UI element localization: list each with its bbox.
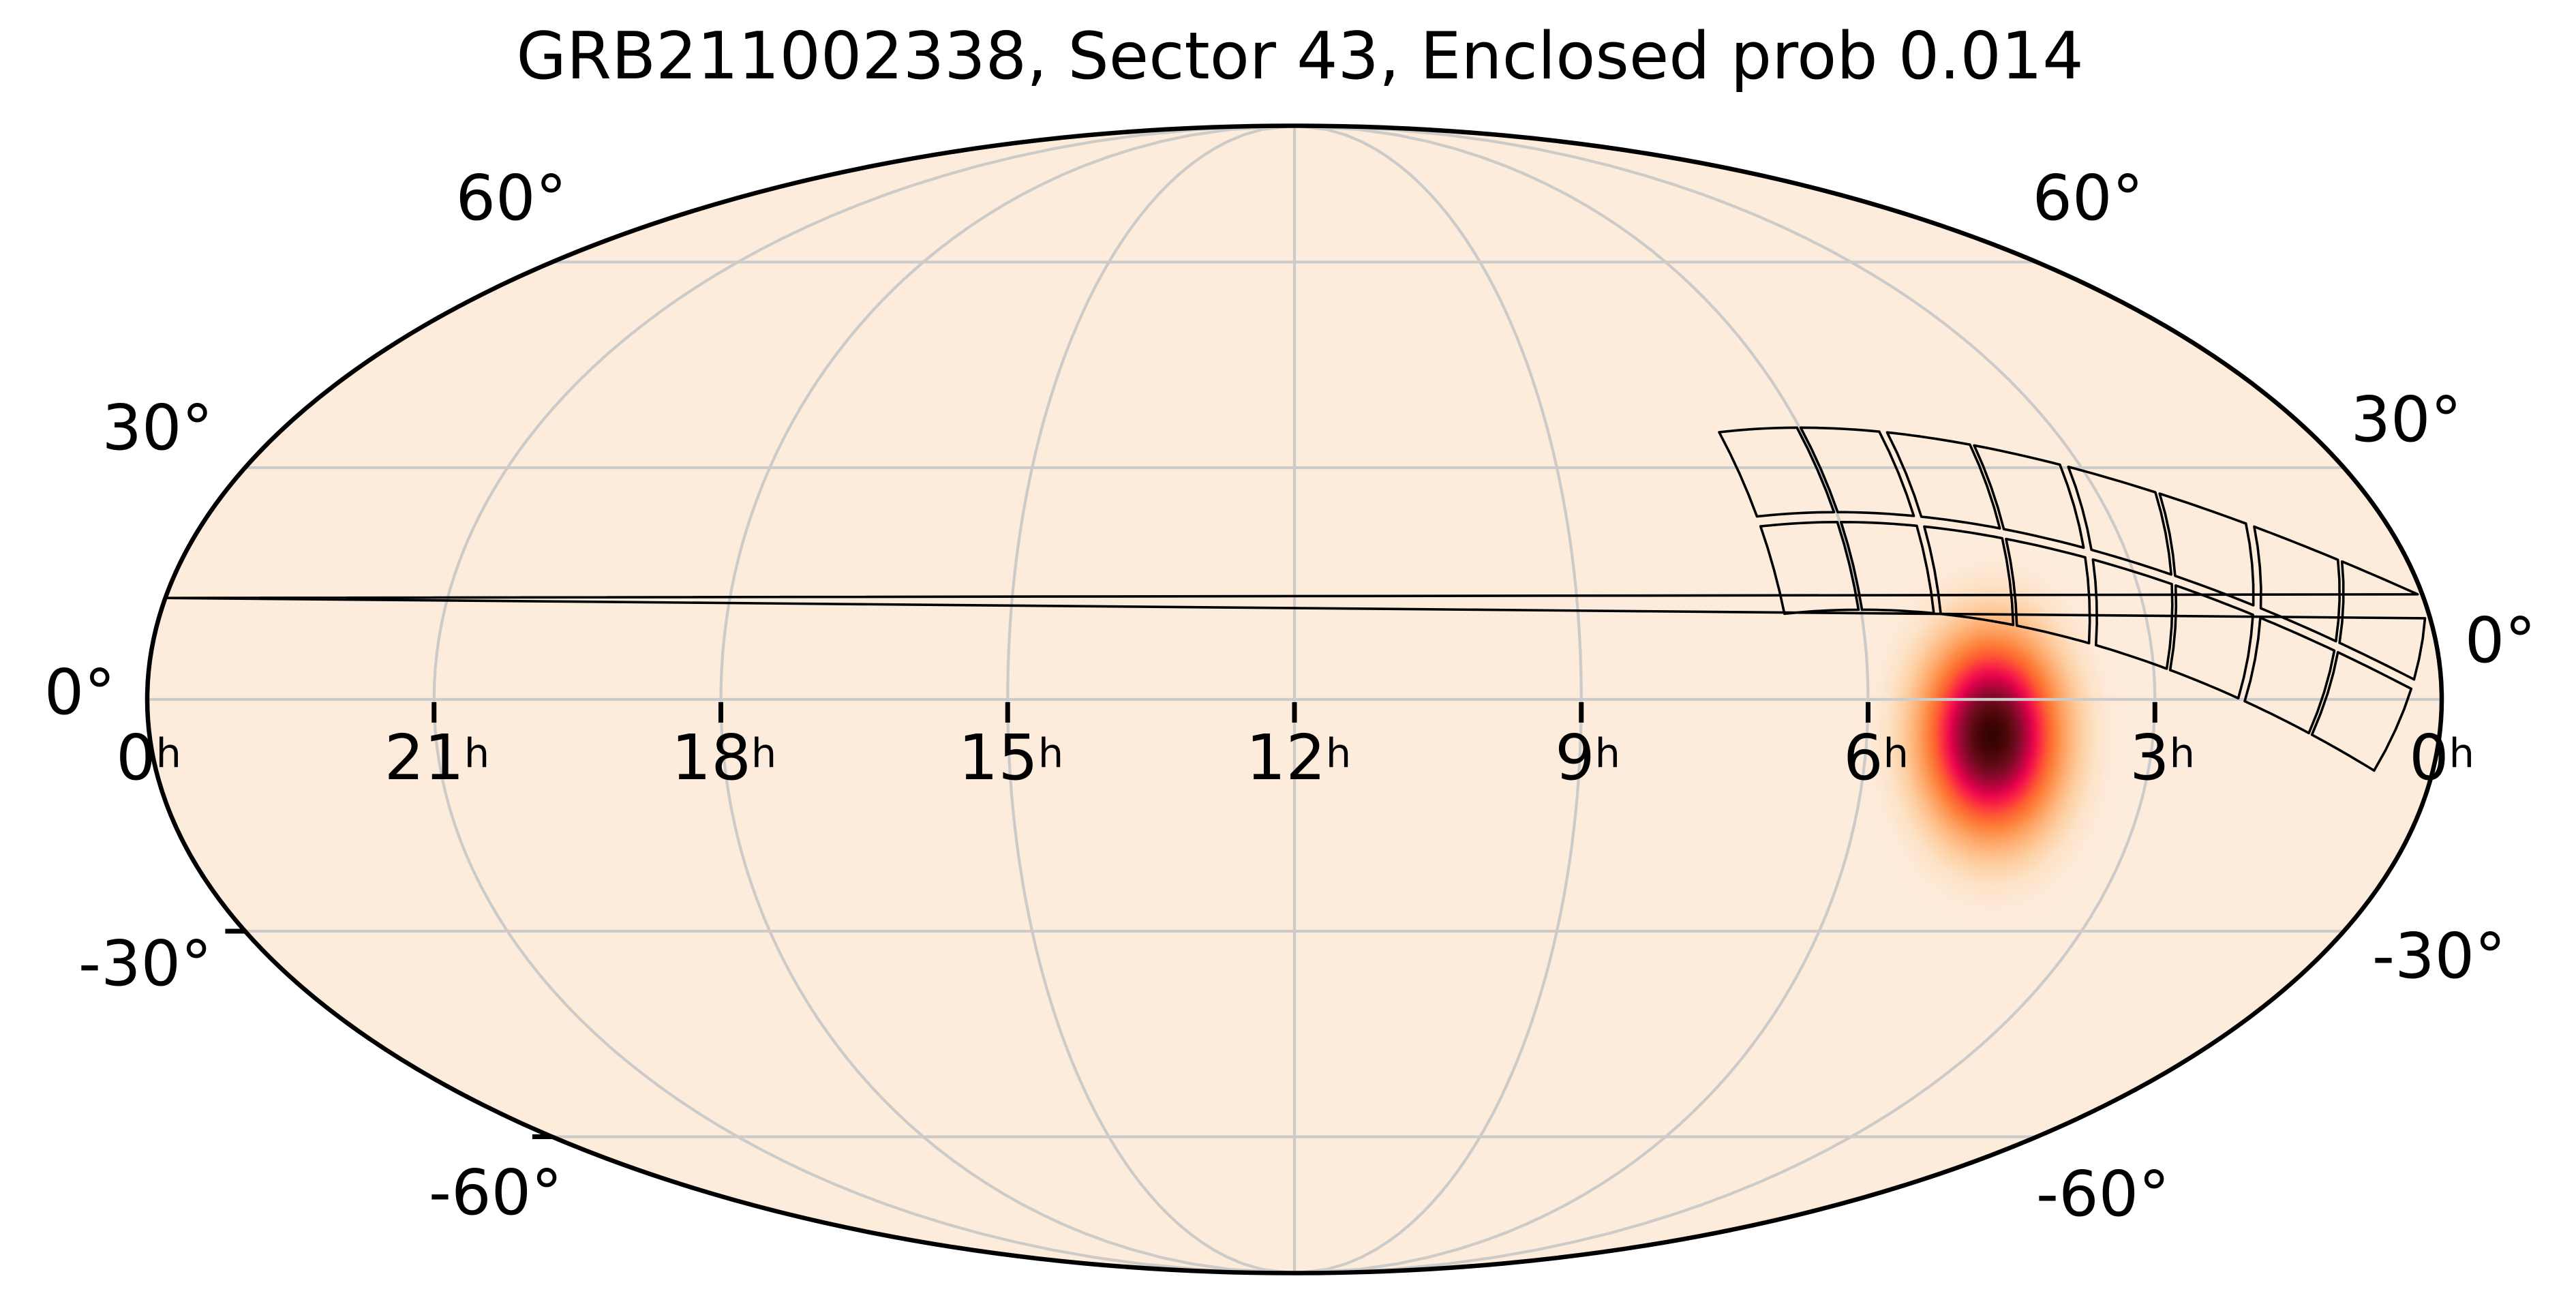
tess-ccd-outline-row1-col2: [1799, 426, 1915, 517]
ra-label-0h-0: 0h: [116, 721, 181, 794]
ra-label-6h-6: 6h: [1843, 721, 1909, 794]
graticule-meridian-9h: [1294, 124, 1583, 1275]
dec-label--30deg-right: -30°: [2372, 920, 2506, 993]
tess-ccd-outline-row1-col7: [2253, 525, 2341, 643]
tess-ccd-outline-row2-col7: [2243, 616, 2336, 735]
figure-title: GRB211002338, Sector 43, Enclosed prob 0…: [516, 19, 2084, 94]
dec-label--60deg-left: -60°: [428, 1156, 563, 1229]
ra-label-15h-3: 15h: [958, 721, 1064, 794]
tess-ccd-outline-row2-col2: [1840, 521, 1935, 615]
dec-label-30deg-left: 30°: [102, 391, 213, 464]
graticule-meridian-15h: [1006, 124, 1295, 1275]
tess-ccd-outline-row1-col8: [166, 560, 2427, 681]
tess-ccd-outline-row1-col4: [1973, 444, 2085, 549]
dec-label--60deg-right: -60°: [2035, 1158, 2170, 1230]
dec-label-30deg-right: 30°: [2350, 383, 2462, 456]
dec-label--30deg-left: -30°: [78, 927, 213, 1000]
tess-ccd-outline-row2-col8: [2310, 651, 2413, 772]
ra-label-9h-5: 9h: [1555, 721, 1620, 794]
tess-ccd-outline-row1-col5: [2067, 466, 2172, 576]
tess-ccd-outline-row1-col6: [2158, 492, 2255, 607]
ra-label-0h-8: 0h: [2409, 721, 2474, 794]
tess-ccd-outline-row1-col3: [1885, 431, 2001, 530]
dec-label-60deg-left: 60°: [455, 162, 567, 235]
tess-ccd-outline-row2-col1: [1759, 521, 1860, 616]
ra-label-3h-7: 3h: [2130, 721, 2195, 794]
dec-label-60deg-right: 60°: [2032, 162, 2144, 235]
tess-sector-footprint: [166, 426, 2427, 772]
probability-density-blob: [1859, 543, 2125, 928]
ra-label-18h-2: 18h: [671, 721, 777, 794]
ra-label-21h-1: 21h: [384, 721, 490, 794]
dec-label-0deg-left: 0°: [44, 656, 116, 729]
graticule-meridian-18h: [719, 124, 1295, 1275]
probability-blob-layer: [1859, 543, 2125, 928]
graticule: [147, 124, 2442, 1275]
graticule-meridian-3h: [1294, 124, 2157, 1275]
tess-ccd-outline-row2-col4: [2005, 537, 2091, 645]
graticule-meridian-6h: [1294, 124, 1870, 1275]
tess-ccd-outline-row2-col6: [2168, 584, 2254, 700]
projection-boundary: [145, 123, 2444, 1275]
ra-ticks: [431, 702, 2157, 723]
tess-ccd-outline-row1-col1: [1718, 426, 1836, 518]
ra-label-12h-4: 12h: [1245, 721, 1352, 794]
dec-label-0deg-right: 0°: [2464, 604, 2536, 677]
tess-ccd-outline-row2-col3: [1923, 525, 2015, 626]
graticule-meridian-21h: [432, 124, 1295, 1275]
tess-ccd-outline-row2-col5: [2091, 558, 2174, 670]
